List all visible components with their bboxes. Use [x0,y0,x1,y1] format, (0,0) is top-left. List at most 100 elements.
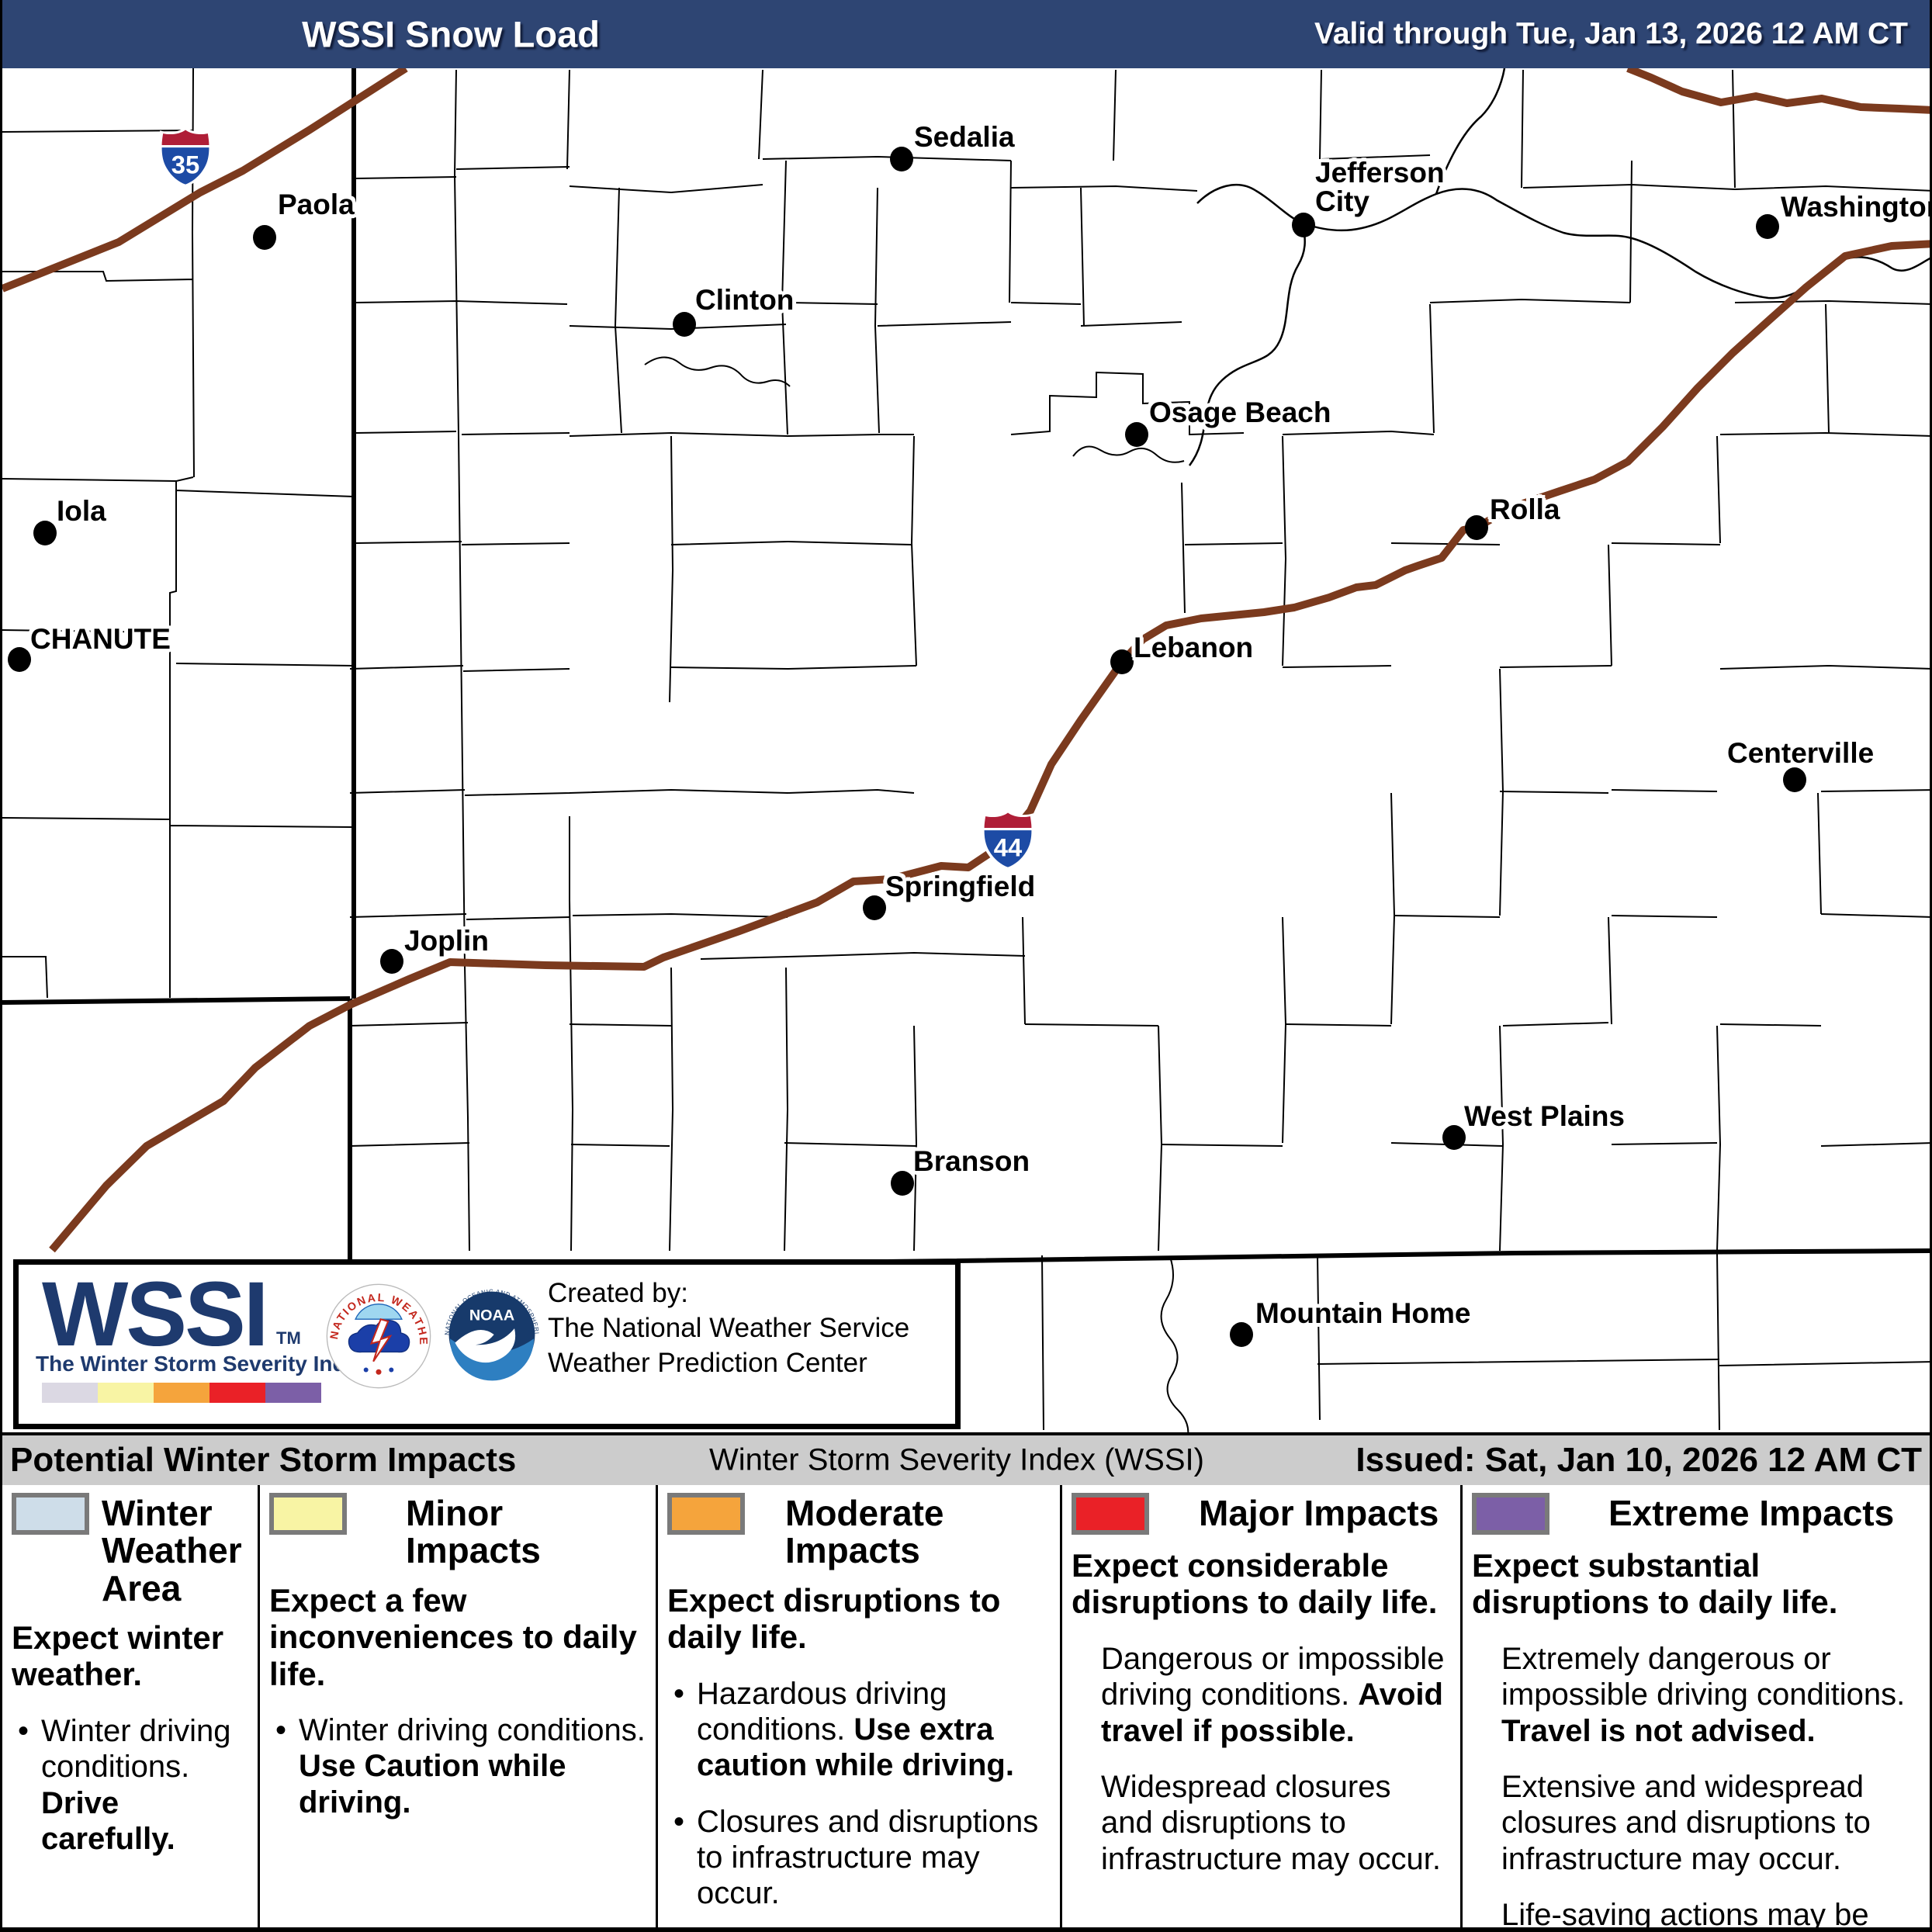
major-swatch [1072,1493,1149,1535]
impacts-title: Potential Winter Storm Impacts [10,1441,517,1479]
city-dot-paola [253,225,276,250]
city-label-washington: Washington [1781,191,1932,223]
legend-col-head: Winter Weather Area [12,1493,248,1607]
scale-chip-extreme [265,1383,321,1403]
legend-divider [656,1485,658,1927]
legend-col-title: Winter Weather Area [102,1493,242,1608]
city-dot-west-plains [1442,1125,1466,1150]
scale-chip-moderate [154,1383,209,1403]
state-borders [2,68,1930,1270]
interstate-35-road [2,64,408,293]
city-dot-springfield [863,895,886,920]
extreme-swatch [1472,1493,1549,1535]
lakes [644,356,1189,1446]
noaa-logo-icon: NATIONAL OCEANIC AND ATMOSPHERIC ADMINIS… [441,1283,542,1385]
scale-chip-major [209,1383,265,1403]
city-dot-rolla [1465,515,1488,540]
impacts-legend: Winter Weather Area Expect winter weathe… [2,1485,1930,1932]
wssi-wordmark: WSSI [42,1263,269,1366]
legend-col-head: Major Impacts [1072,1493,1451,1535]
winter-weather-swatch [12,1493,89,1535]
interstate-35-shield: 35 [158,126,213,187]
scale-chip-winter [42,1383,98,1403]
legend-item: Life-saving actions may be needed. [1501,1898,1869,1932]
city-label-jefferson-city: Jefferson City [1315,157,1445,217]
legend-lead-text: Expect a few inconveniences to daily lif… [269,1581,637,1692]
wssi-index-label: Winter Storm Severity Index (WSSI) [709,1442,1204,1477]
city-label-springfield: Springfield [885,871,1036,902]
legend-item: Widespread closures and disruptions to i… [1101,1770,1441,1876]
legend-item: Dangerous or impossible driving conditio… [1101,1641,1445,1748]
city-dot-branson [891,1171,914,1196]
county-lines-missouri-h [349,154,1930,1147]
city-label-branson: Branson [913,1145,1030,1177]
page-title: WSSI Snow Load [302,13,600,55]
legend-col-head: Minor Impacts [269,1493,646,1570]
moderate-swatch [667,1493,745,1535]
legend-lead-text: Expect substantial disruptions to daily … [1472,1547,1838,1621]
bullet-icon: • [673,1676,685,1711]
minor-swatch [269,1493,347,1535]
legend-divider [1060,1485,1062,1927]
org-line-1: The National Weather Service [548,1313,910,1343]
city-dot-centerville [1783,767,1806,792]
legend-col-title: Extreme Impacts [1608,1493,1895,1533]
legend-divider [258,1485,260,1927]
created-by-line: Created by: [548,1278,688,1308]
city-label-west-plains: West Plains [1464,1100,1626,1132]
city-dot-joplin [380,949,403,974]
legend-item: • Winter driving conditions. Drive carefu… [18,1713,231,1856]
header-bar: WSSI Snow Load Valid through Tue, Jan 13… [2,0,1930,68]
city-label-sedalia: Sedalia [914,121,1015,153]
logo-box: WSSI TM The Winter Storm Severity Index … [13,1259,961,1429]
issued-text: Issued: Sat, Jan 10, 2026 12 AM CT [1356,1441,1922,1479]
city-label-paola: Paola [278,189,355,220]
interstate-70-road [1626,64,1930,114]
city-label-osage-beach: Osage Beach [1149,396,1331,428]
org-line-2: Weather Prediction Center [548,1348,867,1378]
legend-col-winter-weather: Winter Weather Area Expect winter weathe… [2,1485,258,1927]
city-label-lebanon: Lebanon [1134,632,1254,663]
city-dot-mountain-home [1230,1322,1253,1347]
city-label-iola: Iola [57,495,106,527]
bullet-icon: • [18,1713,29,1748]
city-dot-clinton [673,312,696,337]
city-dot-sedalia [890,147,913,171]
legend-item: • Closures and disruptions to infrastruct… [673,1804,1039,1911]
city-dot-osage-beach [1125,422,1148,447]
nws-logo-icon: NATIONAL WEATHER SERVICE [326,1283,431,1389]
wssi-color-scale [42,1383,321,1403]
interstate-44-shield: 44 [981,809,1035,870]
svg-text:35: 35 [171,151,199,179]
city-dot-lebanon [1110,649,1134,674]
county-lines-missouri-v [453,69,1830,1252]
svg-text:44: 44 [994,833,1023,862]
legend-item: Extremely dangerous or impossible drivin… [1501,1641,1906,1748]
legend-item: • Winter driving conditions. Use Caution … [275,1712,646,1819]
city-label-rolla: Rolla [1490,493,1560,525]
legend-divider [1460,1485,1463,1927]
legend-col-major: Major Impacts Expect considerable disrup… [1062,1485,1460,1927]
legend-col-head: Extreme Impacts [1472,1493,1925,1535]
legend-col-extreme: Extreme Impacts Expect substantial disru… [1463,1485,1930,1932]
city-label-chanute: CHANUTE [30,623,171,655]
legend-item: Extensive and widespread closures and di… [1501,1770,1871,1876]
legend-col-head: Moderate Impacts [667,1493,1051,1570]
county-lines-arkansas [1041,1252,1930,1431]
wssi-tagline: The Winter Storm Severity Index [36,1352,370,1376]
city-label-centerville: Centerville [1727,737,1875,769]
county-lines-kansas [2,68,355,999]
valid-through-text: Valid through Tue, Jan 13, 2026 12 AM CT [1314,17,1908,50]
city-dot-chanute [8,647,31,672]
bullet-icon: • [673,1804,685,1839]
legend-col-title: Moderate Impacts [785,1493,944,1571]
legend-lead-text: Expect winter weather. [12,1619,224,1693]
city-dot-washington [1756,214,1779,239]
impacts-title-bar: Potential Winter Storm Impacts Winter St… [2,1432,1930,1488]
wssi-trademark: TM [276,1328,301,1348]
bullet-icon: • [275,1712,287,1747]
legend-col-minor: Minor Impacts Expect a few inconvenience… [260,1485,656,1927]
city-dot-jefferson-city [1292,213,1315,237]
